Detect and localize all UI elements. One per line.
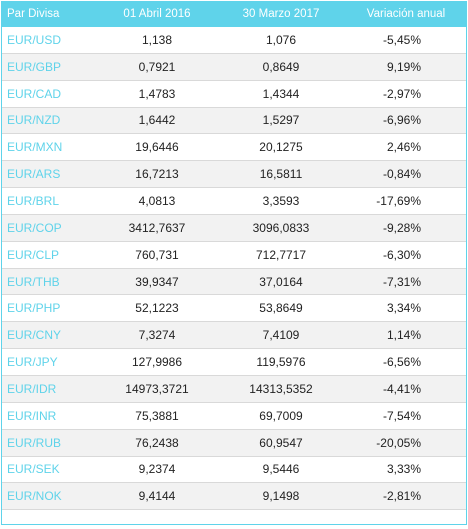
annual-change-cell: -7,31% [345, 268, 467, 296]
value-2016-cell: 127,9986 [97, 348, 217, 376]
table-row: EUR/RUB 76,2438 60,9547 -20,05% [1, 429, 467, 457]
annual-change-cell: -5,45% [345, 27, 467, 54]
annual-change-cell: -6,56% [345, 348, 467, 376]
value-2016-cell: 1,4783 [97, 80, 217, 108]
value-2017-cell: 3096,0833 [217, 214, 345, 242]
value-2016-cell: 75,3881 [97, 402, 217, 430]
value-2017-cell: 1,4344 [217, 80, 345, 108]
value-2017-cell: 9,1498 [217, 482, 345, 511]
header-date2: 30 Marzo 2017 [217, 1, 345, 27]
pair-cell: EUR/NOK [1, 482, 97, 511]
pair-cell: EUR/CAD [1, 80, 97, 108]
value-2016-cell: 0,7921 [97, 53, 217, 81]
value-2017-cell: 60,9547 [217, 429, 345, 457]
annual-change-cell: 9,19% [345, 53, 467, 81]
annual-change-cell: -17,69% [345, 187, 467, 215]
pair-cell: EUR/COP [1, 214, 97, 242]
pair-cell: EUR/SEK [1, 456, 97, 484]
value-2017-cell: 14313,5352 [217, 375, 345, 403]
pair-cell: EUR/INR [1, 402, 97, 430]
pair-cell: EUR/GBP [1, 53, 97, 81]
value-2016-cell: 19,6446 [97, 133, 217, 162]
annual-change-cell: 2,46% [345, 133, 467, 162]
pair-cell: EUR/JPY [1, 348, 97, 376]
table-row: EUR/THB 39,9347 37,0164 -7,31% [1, 268, 467, 296]
annual-change-cell: 3,33% [345, 456, 467, 484]
value-2017-cell: 53,8649 [217, 294, 345, 323]
table-row: EUR/USD 1,138 1,076 -5,45% [1, 27, 467, 54]
pair-cell: EUR/MXN [1, 133, 97, 162]
table-row: EUR/CNY 7,3274 7,4109 1,14% [1, 321, 467, 350]
pair-cell: EUR/BRL [1, 187, 97, 215]
table-row: EUR/NZD 1,6442 1,5297 -6,96% [1, 107, 467, 135]
table-row: EUR/MXN 19,6446 20,1275 2,46% [1, 133, 467, 162]
annual-change-cell: -4,41% [345, 375, 467, 403]
table-body: EUR/USD 1,138 1,076 -5,45% EUR/GBP 0,7921 0,86… [1, 27, 467, 511]
value-2017-cell: 119,5976 [217, 348, 345, 376]
currency-table: Par Divisa 01 Abril 2016 30 Marzo 2017 V… [1, 1, 467, 511]
pair-cell: EUR/CNY [1, 321, 97, 350]
value-2016-cell: 760,731 [97, 241, 217, 269]
value-2017-cell: 3,3593 [217, 187, 345, 215]
header-change: Variación anual [345, 1, 467, 27]
pair-cell: EUR/CLP [1, 241, 97, 269]
value-2016-cell: 52,1223 [97, 294, 217, 323]
value-2016-cell: 1,6442 [97, 107, 217, 135]
annual-change-cell: -20,05% [345, 429, 467, 457]
header-date1: 01 Abril 2016 [97, 1, 217, 27]
value-2017-cell: 9,5446 [217, 456, 345, 484]
value-2017-cell: 37,0164 [217, 268, 345, 296]
table-header-row: Par Divisa 01 Abril 2016 30 Marzo 2017 V… [1, 1, 467, 27]
annual-change-cell: -6,30% [345, 241, 467, 269]
value-2017-cell: 16,5811 [217, 160, 345, 189]
pair-cell: EUR/THB [1, 268, 97, 296]
table-row: EUR/SEK 9,2374 9,5446 3,33% [1, 456, 467, 484]
value-2017-cell: 7,4109 [217, 321, 345, 350]
value-2017-cell: 0,8649 [217, 53, 345, 81]
annual-change-cell: -2,97% [345, 80, 467, 108]
value-2016-cell: 16,7213 [97, 160, 217, 189]
table-row: EUR/PHP 52,1223 53,8649 3,34% [1, 294, 467, 323]
annual-change-cell: 1,14% [345, 321, 467, 350]
table-row: EUR/ARS 16,7213 16,5811 -0,84% [1, 160, 467, 189]
value-2016-cell: 9,4144 [97, 482, 217, 511]
value-2017-cell: 712,7717 [217, 241, 345, 269]
value-2016-cell: 76,2438 [97, 429, 217, 457]
value-2017-cell: 1,5297 [217, 107, 345, 135]
value-2017-cell: 20,1275 [217, 133, 345, 162]
table-row: EUR/NOK 9,4144 9,1498 -2,81% [1, 482, 467, 511]
pair-cell: EUR/PHP [1, 294, 97, 323]
header-pair: Par Divisa [1, 1, 97, 27]
value-2016-cell: 3412,7637 [97, 214, 217, 242]
value-2017-cell: 69,7009 [217, 402, 345, 430]
annual-change-cell: 3,34% [345, 294, 467, 323]
table-row: EUR/JPY 127,9986 119,5976 -6,56% [1, 348, 467, 376]
table-row: EUR/GBP 0,7921 0,8649 9,19% [1, 53, 467, 81]
annual-change-cell: -7,54% [345, 402, 467, 430]
value-2016-cell: 14973,3721 [97, 375, 217, 403]
annual-change-cell: -6,96% [345, 107, 467, 135]
pair-cell: EUR/NZD [1, 107, 97, 135]
annual-change-cell: -0,84% [345, 160, 467, 189]
value-2016-cell: 39,9347 [97, 268, 217, 296]
pair-cell: EUR/ARS [1, 160, 97, 189]
value-2016-cell: 1,138 [97, 27, 217, 54]
table-row: EUR/CAD 1,4783 1,4344 -2,97% [1, 80, 467, 108]
value-2016-cell: 4,0813 [97, 187, 217, 215]
pair-cell: EUR/USD [1, 27, 97, 54]
annual-change-cell: -2,81% [345, 482, 467, 511]
pair-cell: EUR/RUB [1, 429, 97, 457]
value-2016-cell: 7,3274 [97, 321, 217, 350]
pair-cell: EUR/IDR [1, 375, 97, 403]
value-2017-cell: 1,076 [217, 27, 345, 54]
table-row: EUR/CLP 760,731 712,7717 -6,30% [1, 241, 467, 269]
table-row: EUR/BRL 4,0813 3,3593 -17,69% [1, 187, 467, 215]
table-row: EUR/COP 3412,7637 3096,0833 -9,28% [1, 214, 467, 242]
annual-change-cell: -9,28% [345, 214, 467, 242]
value-2016-cell: 9,2374 [97, 456, 217, 484]
table-row: EUR/INR 75,3881 69,7009 -7,54% [1, 402, 467, 430]
table-row: EUR/IDR 14973,3721 14313,5352 -4,41% [1, 375, 467, 403]
